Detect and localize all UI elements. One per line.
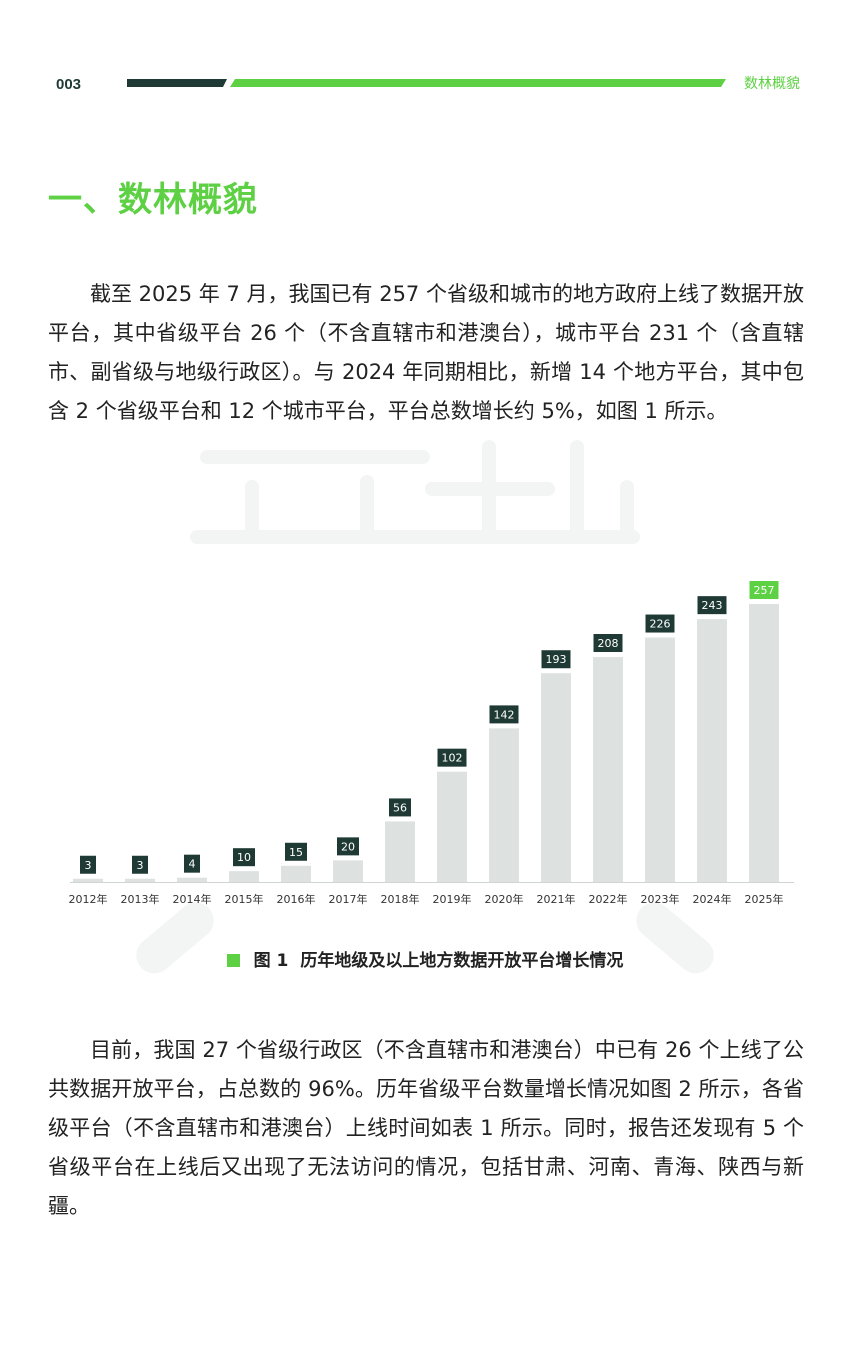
bar-2015年: [229, 871, 259, 882]
bar-2017年: [333, 860, 363, 882]
header-bar-dark: [127, 79, 227, 87]
bar-2023年: [645, 637, 675, 882]
data-label-2014年: 4: [189, 858, 196, 871]
data-label-box-2018年: [389, 798, 411, 817]
data-label-2021年: 193: [546, 653, 567, 666]
data-label-2023年: 226: [650, 618, 671, 631]
body-paragraph-2: 目前，我国 27 个省级行政区（不含直辖市和港澳台）中已有 26 个上线了公共数…: [48, 1038, 804, 1218]
x-tick-label-2014年: 2014年: [173, 892, 212, 906]
data-label-box-2014年: [184, 854, 200, 873]
page-number: 003: [56, 76, 82, 93]
data-label-2020年: 142: [494, 708, 515, 721]
data-label-box-2013年: [132, 855, 148, 874]
x-tick-label-2023年: 2023年: [641, 892, 680, 906]
data-label-2015年: 10: [237, 851, 251, 864]
x-tick-label-2016年: 2016年: [277, 892, 316, 906]
data-label-2016年: 15: [289, 846, 303, 859]
data-label-box-2017年: [337, 837, 359, 856]
bar-2018年: [385, 821, 415, 882]
data-label-box-2015年: [233, 848, 255, 867]
data-label-2022年: 208: [598, 637, 619, 650]
bar-chart: 3 2012年 3 2013年 4 2014年 10 2015年 15 2016年 20 2017年 5…: [60, 560, 800, 920]
caption-square-icon: [226, 954, 240, 967]
figure-caption-text: 历年地级及以上地方数据开放平台增长情况: [300, 951, 624, 971]
data-label-box-2016年: [285, 842, 307, 861]
data-label-2025年: 257: [754, 584, 775, 597]
section-label: 数林概貌: [744, 76, 800, 92]
data-label-box-2020年: [489, 705, 519, 724]
bar-chart-svg: 3 2012年 3 2013年 4 2014年 10 2015年 15 2016年 20 2017年 5…: [69, 581, 794, 906]
data-label-2013年: 3: [137, 859, 144, 872]
bar-2012年: [73, 878, 103, 882]
x-tick-label-2019年: 2019年: [433, 892, 472, 906]
data-label-box-2021年: [541, 650, 571, 669]
bar-2019年: [437, 771, 467, 882]
data-label-box-2025年: [749, 581, 779, 599]
x-tick-label-2013年: 2013年: [121, 892, 160, 906]
data-label-box-2023年: [645, 614, 675, 633]
figure-number: 图 1: [253, 951, 289, 971]
x-tick-label-2021年: 2021年: [537, 892, 576, 906]
x-tick-label-2017年: 2017年: [329, 892, 368, 906]
data-label-box-2022年: [593, 634, 623, 653]
data-label-2017年: 20: [341, 840, 355, 853]
x-tick-label-2018年: 2018年: [381, 892, 420, 906]
bar-2014年: [177, 877, 207, 882]
bar-2016年: [281, 865, 311, 882]
x-tick-label-2020年: 2020年: [485, 892, 524, 906]
data-label-box-2019年: [437, 748, 467, 767]
data-label-box-2012年: [80, 855, 96, 874]
figure-caption: 图 1 历年地级及以上地方数据开放平台增长情况: [0, 946, 850, 971]
bar-2022年: [593, 657, 623, 882]
bar-2021年: [541, 673, 571, 882]
x-tick-label-2012年: 2012年: [69, 892, 108, 906]
section-title: 一、数林概貌: [48, 180, 258, 220]
data-label-2024年: 243: [702, 599, 723, 612]
data-label-box-2024年: [697, 596, 727, 615]
x-tick-label-2024年: 2024年: [693, 892, 732, 906]
header-bar-green: [230, 79, 726, 87]
header-bars: [127, 79, 726, 87]
body-paragraph-1: 截至 2025 年 7 月，我国已有 257 个省级和城市的地方政府上线了数据开…: [48, 282, 804, 423]
x-tick-label-2025年: 2025年: [745, 892, 784, 906]
bar-2025年: [749, 604, 779, 882]
data-label-2018年: 56: [393, 801, 407, 814]
data-label-2019年: 102: [442, 752, 463, 765]
bar-2013年: [125, 878, 155, 882]
x-tick-label-2015年: 2015年: [225, 892, 264, 906]
x-tick-label-2022年: 2022年: [589, 892, 628, 906]
bar-2024年: [697, 619, 727, 882]
data-label-2012年: 3: [85, 859, 92, 872]
bar-2020年: [489, 728, 519, 882]
